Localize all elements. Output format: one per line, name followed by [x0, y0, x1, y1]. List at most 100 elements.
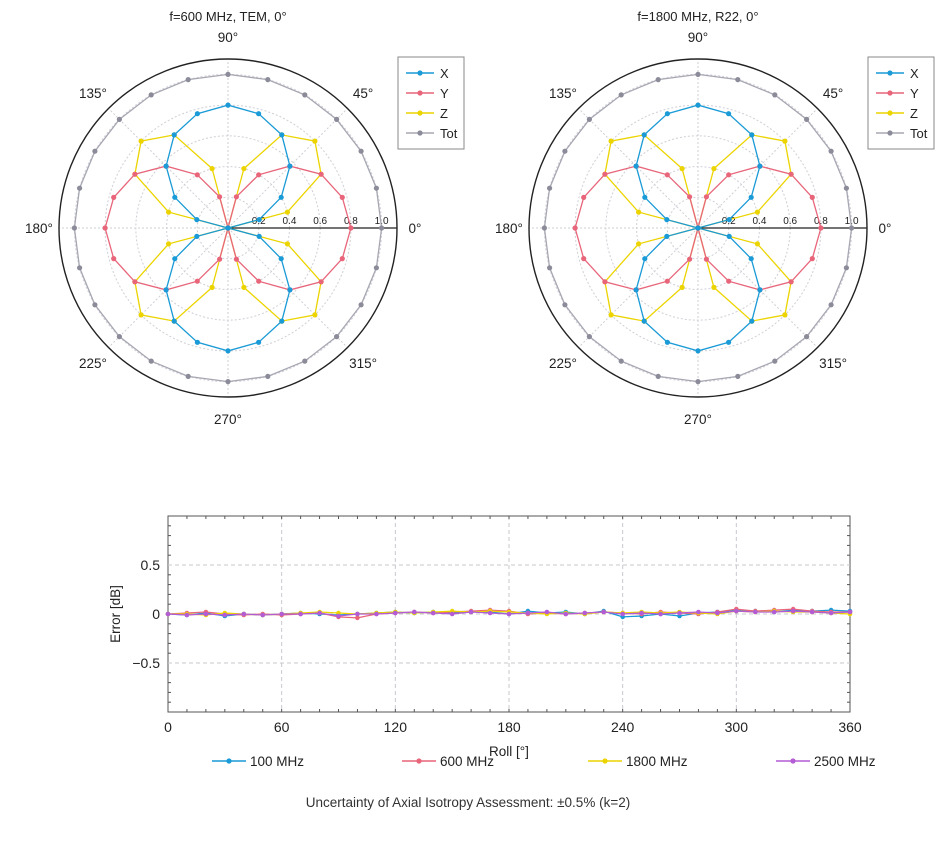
series-point-tot: [358, 148, 364, 154]
series-point-y: [132, 171, 138, 177]
error-series-point: [601, 609, 606, 615]
series-point-y: [217, 256, 223, 262]
series-point-z: [138, 312, 144, 318]
series-point-x: [749, 318, 755, 324]
line-chart: 0 60 120 180 240 300 360 −0.5 0 0.5 Roll [°] Error …: [108, 515, 862, 759]
series-point-y: [256, 172, 262, 178]
series-point-tot: [225, 71, 231, 77]
grid-spoke: [108, 227, 229, 348]
series-point-tot: [185, 77, 191, 83]
series-point-tot: [843, 185, 850, 191]
uncertainty-note: Uncertainty of Axial Isotropy Assessment…: [305, 795, 631, 810]
series-point-x: [225, 348, 231, 354]
series-point-y: [703, 194, 710, 200]
x-tick-label: 360: [838, 719, 862, 735]
x-tick-label: 60: [274, 719, 290, 735]
series-point-y: [818, 225, 824, 231]
series-point-y: [217, 194, 223, 200]
series-point-tot: [586, 116, 593, 122]
series-point-tot: [373, 185, 379, 191]
error-series-point: [430, 610, 436, 616]
legend-marker: [417, 130, 423, 136]
series-point-x: [695, 102, 701, 108]
error-series-point: [317, 610, 322, 616]
error-series-point: [582, 610, 588, 616]
error-series-point: [468, 609, 474, 615]
legend-marker: [417, 90, 423, 96]
series-point-tot: [804, 116, 810, 122]
series-point-y: [318, 171, 324, 177]
series-point-z: [754, 241, 761, 247]
x-tick-label: 180: [497, 719, 521, 735]
error-series-point: [241, 611, 247, 617]
series-point-z: [754, 209, 761, 215]
legend-label: Z: [440, 106, 448, 121]
error-series-point: [260, 612, 266, 618]
series-point-tot: [92, 302, 98, 308]
series-point-tot: [148, 92, 154, 98]
error-series-point: [715, 610, 720, 616]
polar-chart-1: f=600 MHz, TEM, 0°0.20.40.60.81.00°45°90…: [25, 9, 465, 427]
series-point-x: [279, 318, 285, 324]
series-point-x: [726, 217, 732, 223]
series-point-x: [278, 256, 284, 262]
series-point-x: [748, 194, 754, 200]
series-point-x: [279, 132, 285, 138]
series-point-y: [339, 256, 345, 262]
series-point-tot: [358, 302, 364, 308]
series-point-tot: [334, 116, 340, 122]
series-point-y: [132, 279, 138, 285]
angle-label: 90°: [218, 30, 238, 45]
series-point-x: [749, 132, 755, 138]
series-point-x: [194, 233, 200, 239]
angle-label: 90°: [688, 30, 708, 45]
error-series-point: [677, 610, 682, 616]
series-point-tot: [373, 265, 379, 271]
series-point-x: [172, 194, 178, 200]
radial-tick-label: 0.6: [313, 216, 327, 227]
series-point-z: [241, 284, 247, 290]
series-point-y: [664, 278, 670, 284]
chart-title: f=600 MHz, TEM, 0°: [169, 9, 286, 24]
grid-spoke: [227, 108, 348, 229]
angle-label: 315°: [819, 356, 847, 371]
series-point-x: [172, 256, 178, 262]
series-point-tot: [772, 358, 778, 364]
legend-label: Tot: [910, 126, 928, 141]
series-point-x: [225, 225, 231, 231]
series-point-tot: [655, 77, 661, 83]
error-series-point: [734, 608, 739, 614]
series-point-z: [608, 312, 614, 318]
series-point-tot: [618, 92, 624, 98]
legend-marker: [887, 130, 893, 136]
series-point-tot: [772, 92, 778, 98]
series-point-y: [703, 256, 710, 262]
y-tick-label: −0.5: [132, 655, 160, 671]
series-point-y: [687, 256, 693, 262]
radial-tick-label: 0.4: [753, 216, 767, 227]
series-point-y: [581, 256, 587, 262]
angle-label: 45°: [823, 86, 843, 101]
series-point-y: [687, 194, 693, 200]
angle-label: 45°: [353, 86, 373, 101]
series-point-x: [171, 318, 177, 324]
series-point-y: [788, 279, 794, 285]
series-point-tot: [586, 334, 593, 340]
bottom-legend: 100 MHz 600 MHz 1800 MHz 2500 MHz: [212, 754, 876, 769]
grid-spoke: [578, 227, 699, 348]
series-point-x: [633, 163, 639, 169]
series-point-y: [572, 225, 578, 231]
error-series-point: [374, 611, 379, 617]
error-series-point: [696, 609, 701, 615]
series-point-z: [782, 138, 788, 144]
legend-label: X: [910, 66, 919, 81]
error-series-point: [487, 610, 493, 616]
error-series-point: [355, 611, 360, 617]
legend-marker: [887, 90, 893, 96]
error-series-point: [336, 613, 341, 619]
series-point-y: [111, 256, 117, 262]
series-point-tot: [116, 116, 122, 122]
error-series-point: [790, 608, 796, 614]
angle-label: 0°: [879, 221, 892, 236]
